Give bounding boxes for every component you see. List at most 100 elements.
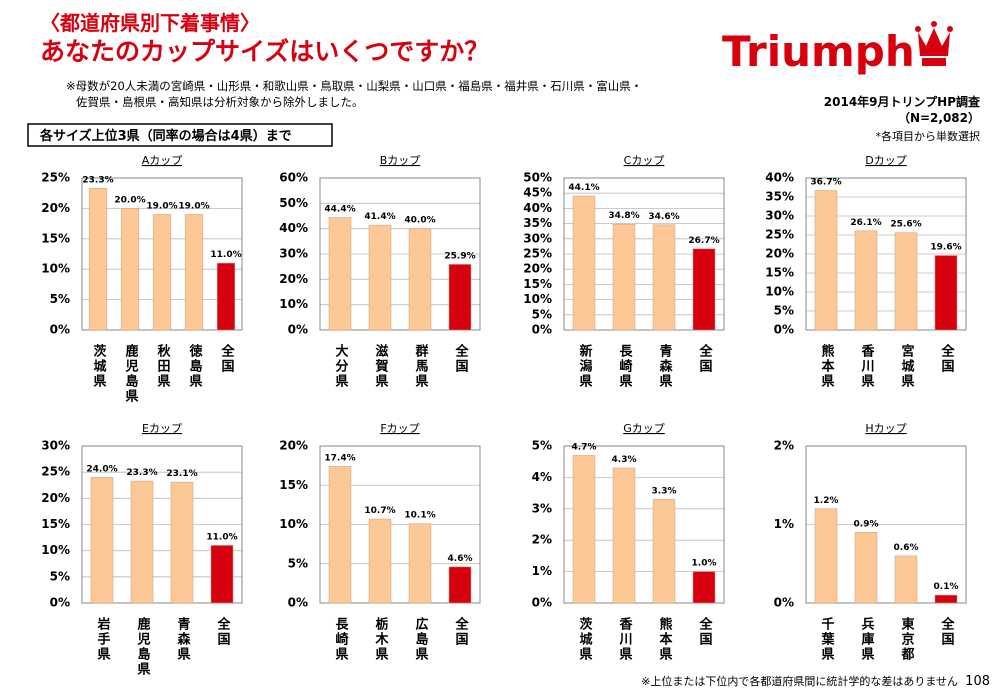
y-tick-label: 20% [279, 439, 308, 453]
bar [328, 217, 352, 331]
value-label: 23.1% [166, 469, 197, 479]
value-label: 26.1% [850, 218, 881, 228]
plot-frame [319, 177, 481, 331]
value-label: 0.6% [894, 543, 919, 553]
y-tick-label: 15% [279, 478, 308, 492]
y-tick-label: 25% [41, 171, 70, 185]
bar [692, 571, 716, 604]
y-tick-label: 15% [41, 517, 70, 531]
bar [572, 455, 596, 604]
bar [120, 208, 140, 331]
value-label: 26.7% [688, 236, 719, 246]
value-label: 11.0% [206, 532, 237, 542]
value-label: 1.2% [814, 496, 839, 506]
value-label: 0.1% [934, 582, 959, 592]
bar [572, 195, 596, 331]
y-tick-label: 5% [288, 556, 308, 570]
y-tick-label: 10% [765, 285, 794, 299]
value-label: 3.3% [652, 486, 677, 496]
bar [894, 555, 918, 604]
y-tick-label: 5% [774, 304, 794, 318]
bar [152, 214, 172, 331]
y-tick-label: 5% [50, 569, 70, 583]
x-tick-label: 熊本県 [657, 616, 673, 662]
y-tick-label: 10% [279, 517, 308, 531]
plot-frame [563, 177, 725, 331]
value-label: 34.8% [608, 211, 639, 221]
chart-title: Hカップ [865, 422, 906, 435]
value-label: 34.6% [648, 212, 679, 222]
logo-crown [915, 21, 953, 66]
x-tick-label: 東京都 [899, 616, 916, 662]
value-label: 40.0% [404, 216, 435, 226]
value-label: 23.3% [82, 175, 113, 185]
section-label: 各サイズ上位3県（同率の場合は4県）まで [39, 128, 292, 144]
y-tick-label: 30% [279, 247, 308, 261]
bar [88, 188, 108, 331]
x-tick-label: 長崎県 [333, 617, 349, 662]
bar [328, 466, 352, 604]
chart-title: Eカップ [142, 422, 182, 435]
y-tick-label: 20% [523, 262, 552, 276]
y-tick-label: 0% [774, 323, 794, 337]
value-label: 19.0% [146, 201, 177, 211]
bar [934, 255, 958, 331]
x-tick-label: 熊本県 [819, 343, 835, 389]
x-tick-label: 青森県 [657, 343, 673, 389]
y-tick-label: 35% [765, 190, 794, 204]
value-label: 0.9% [854, 519, 879, 529]
bar [90, 477, 114, 604]
x-tick-label: 香川県 [859, 343, 876, 389]
y-tick-label: 60% [279, 171, 308, 185]
y-tick-label: 20% [765, 247, 794, 261]
value-label: 44.4% [324, 205, 355, 215]
x-tick-label: 滋賀県 [373, 343, 390, 389]
bar [408, 523, 432, 604]
y-tick-label: 0% [774, 596, 794, 610]
logo: Triumph [722, 27, 915, 76]
y-tick-label: 20% [41, 201, 70, 215]
y-tick-label: 0% [288, 596, 308, 610]
value-label: 11.0% [210, 250, 241, 260]
y-tick-label: 1% [774, 517, 794, 531]
survey: 2014年9月トリンプHP調査 [824, 94, 981, 109]
bar [368, 224, 392, 331]
y-tick-label: 10% [41, 543, 70, 557]
x-tick-label: 茨城県 [577, 616, 593, 662]
bar [934, 594, 958, 604]
chart-title: Dカップ [865, 154, 906, 167]
bar [814, 190, 838, 331]
x-tick-label: 全国 [453, 616, 470, 647]
bar [612, 467, 636, 604]
y-tick-label: 20% [41, 491, 70, 505]
x-tick-label: 全国 [219, 343, 236, 374]
y-tick-label: 2% [774, 439, 794, 453]
value-label: 23.3% [126, 468, 157, 478]
x-tick-label: 新潟県 [577, 343, 593, 389]
value-label: 4.3% [612, 455, 637, 465]
value-label: 1.0% [692, 559, 717, 569]
plot-frame [81, 445, 243, 604]
x-tick-label: 全国 [697, 343, 714, 374]
selection-note: *各項目から単数選択 [876, 129, 981, 143]
y-tick-label: 15% [41, 231, 70, 245]
bar [894, 232, 918, 331]
value-label: 19.6% [930, 243, 961, 253]
bar [210, 545, 234, 604]
y-tick-label: 0% [532, 596, 552, 610]
x-tick-label: 全国 [697, 616, 714, 647]
plot-frame [805, 445, 967, 604]
bar [652, 224, 676, 331]
bar [448, 566, 472, 604]
x-tick-label: 青森県 [175, 616, 191, 662]
x-tick-label: 全国 [939, 343, 956, 374]
section-box [27, 123, 333, 147]
y-tick-label: 30% [765, 209, 794, 223]
x-tick-label: 大分県 [333, 343, 349, 389]
x-tick-label: 全国 [215, 616, 232, 647]
x-tick-label: 群馬県 [413, 343, 429, 389]
x-tick-label: 香川県 [617, 616, 634, 662]
chart-title: Aカップ [142, 154, 183, 167]
y-tick-label: 10% [523, 292, 552, 306]
note: ※母数が20人未満の宮崎県・山形県・和歌山県・鳥取県・山梨県・山口県・福島県・福… [66, 79, 642, 93]
